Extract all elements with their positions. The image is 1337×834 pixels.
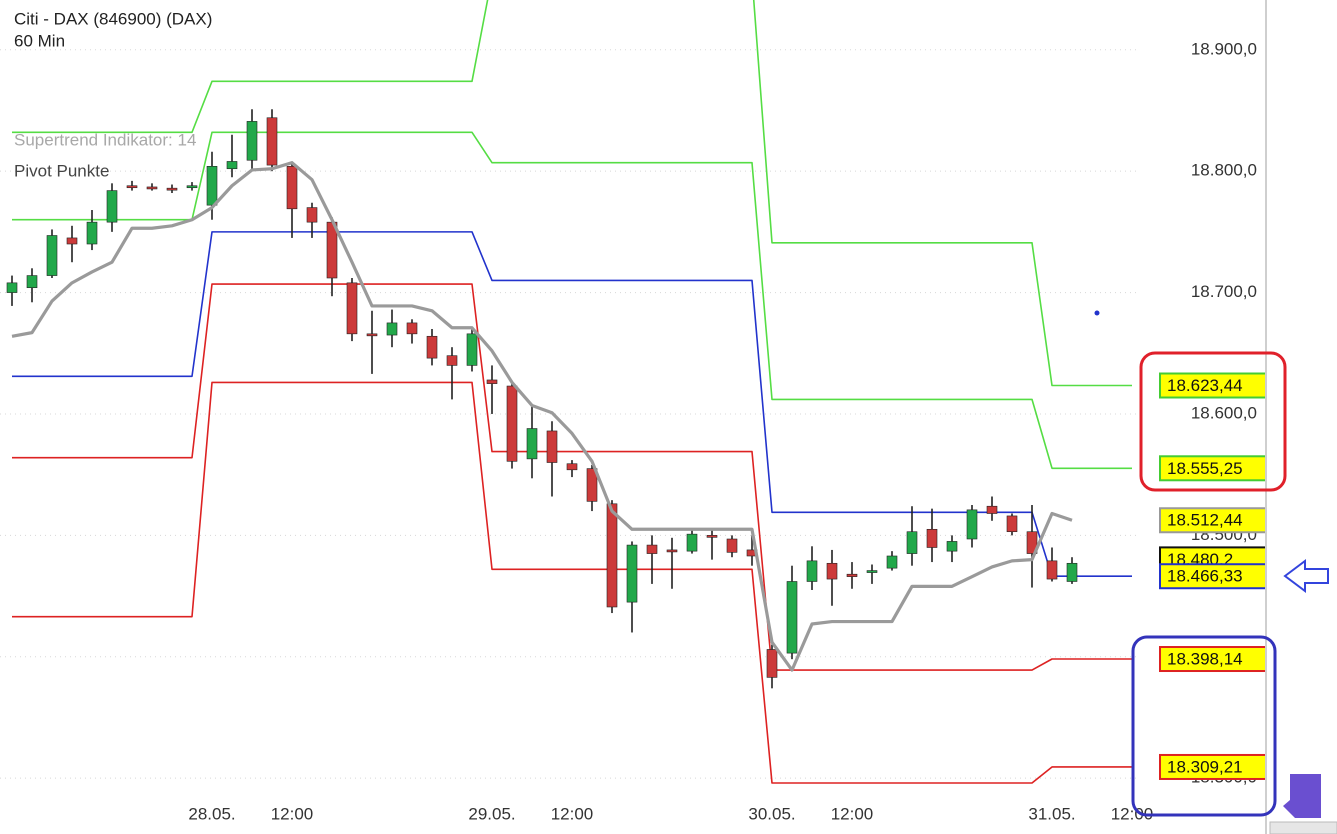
legend-entry: Supertrend Indikator: 14 xyxy=(14,130,196,149)
candle-body xyxy=(766,649,778,678)
candle-body xyxy=(386,322,398,336)
x-tick-label: 12:00 xyxy=(831,804,874,823)
candle-body xyxy=(806,560,818,582)
candle-body xyxy=(626,544,638,603)
y-tick-label: 18.700,0 xyxy=(1191,282,1257,301)
level-label: 18.623,44 xyxy=(1167,376,1243,395)
candle-body xyxy=(606,503,618,608)
x-tick-label: 12:00 xyxy=(551,804,594,823)
y-tick-label: 18.800,0 xyxy=(1191,161,1257,180)
candle-body xyxy=(986,505,998,514)
candle-body xyxy=(686,533,698,552)
level-label: 18.555,25 xyxy=(1167,459,1243,478)
x-tick-label: 30.05. xyxy=(748,804,795,823)
pivot-line xyxy=(12,0,1132,387)
pivot-line xyxy=(12,381,1132,784)
candle-body xyxy=(126,185,138,189)
candle-body xyxy=(466,333,478,366)
candle-body xyxy=(346,282,358,335)
grid xyxy=(0,49,1140,779)
candle-body xyxy=(426,335,438,359)
candle-body xyxy=(446,355,458,366)
arrow xyxy=(1283,559,1329,593)
candle-body xyxy=(366,333,378,337)
cursor-icon xyxy=(1283,774,1321,818)
candle-body xyxy=(406,322,418,335)
candle-body xyxy=(26,275,38,289)
level-label: 18.466,33 xyxy=(1167,567,1243,586)
candle-body xyxy=(246,121,258,161)
x-tick-label: 12:00 xyxy=(1111,804,1154,823)
x-tick-label: 29.05. xyxy=(468,804,515,823)
level-label: 18.512,44 xyxy=(1167,511,1243,530)
candle-body xyxy=(206,166,218,206)
candle-body xyxy=(886,555,898,569)
candle-body xyxy=(1046,560,1058,580)
candle-body xyxy=(266,117,278,166)
legend-entry: Pivot Punkte xyxy=(14,161,109,180)
candle-body xyxy=(646,544,658,554)
level-labels: 18.623,4418.555,2518.512,4418.480,218.46… xyxy=(1159,372,1267,780)
level-box xyxy=(1159,372,1267,399)
candle-body xyxy=(1026,531,1038,554)
candle-body xyxy=(526,428,538,460)
candle-body xyxy=(706,535,718,538)
candle-body xyxy=(6,282,18,293)
candle-body xyxy=(666,549,678,553)
x-tick-label: 31.05. xyxy=(1028,804,1075,823)
level-box xyxy=(1159,455,1267,482)
level-label: 18.309,21 xyxy=(1167,757,1243,776)
highlight-box xyxy=(1131,635,1277,817)
candle-body xyxy=(66,237,78,245)
candle-body xyxy=(146,186,158,190)
candle-body xyxy=(46,235,58,276)
candle-body xyxy=(846,573,858,577)
candle-body xyxy=(486,379,498,384)
candle-body xyxy=(586,468,598,502)
candle-body xyxy=(506,385,518,462)
candle-body xyxy=(186,185,198,189)
candle-body xyxy=(966,509,978,540)
pivot-line xyxy=(12,231,1132,578)
y-tick-label: 18.600,0 xyxy=(1191,403,1257,422)
candle-body xyxy=(946,541,958,552)
candle-body xyxy=(786,581,798,654)
candle-body xyxy=(826,562,838,580)
chart-subtitle: 60 Min xyxy=(14,31,65,50)
candle-body xyxy=(866,570,878,573)
pivot-line xyxy=(12,283,1132,671)
x-tick-label: 28.05. xyxy=(188,804,235,823)
y-tick-label: 18.900,0 xyxy=(1191,39,1257,58)
level-box xyxy=(1159,563,1267,590)
supertrend-line xyxy=(11,161,1073,672)
candle-body xyxy=(306,207,318,223)
candle-body xyxy=(166,187,178,191)
candle-body xyxy=(106,190,118,223)
x-tick-label: 12:00 xyxy=(271,804,314,823)
pivot-line xyxy=(12,131,1132,470)
axis: 18.300,018.400,018.500,018.600,018.700,0… xyxy=(188,39,1257,823)
candle-body xyxy=(286,166,298,210)
plot-area xyxy=(6,0,1132,784)
level-label: 18.398,14 xyxy=(1167,649,1243,668)
candle-body xyxy=(906,531,918,554)
candle-body xyxy=(726,538,738,553)
chart-title: Citi - DAX (846900) (DAX) xyxy=(14,9,212,28)
candle-body xyxy=(1066,562,1078,582)
candle-body xyxy=(926,528,938,548)
candle-body xyxy=(226,161,238,170)
highlight-box xyxy=(1139,351,1287,492)
candle-body xyxy=(86,221,98,245)
candle-body xyxy=(1006,515,1018,533)
toolbar-stub xyxy=(1269,821,1337,834)
marker-dot xyxy=(1094,310,1100,316)
candle-body xyxy=(546,430,558,463)
candle-body xyxy=(566,463,578,471)
